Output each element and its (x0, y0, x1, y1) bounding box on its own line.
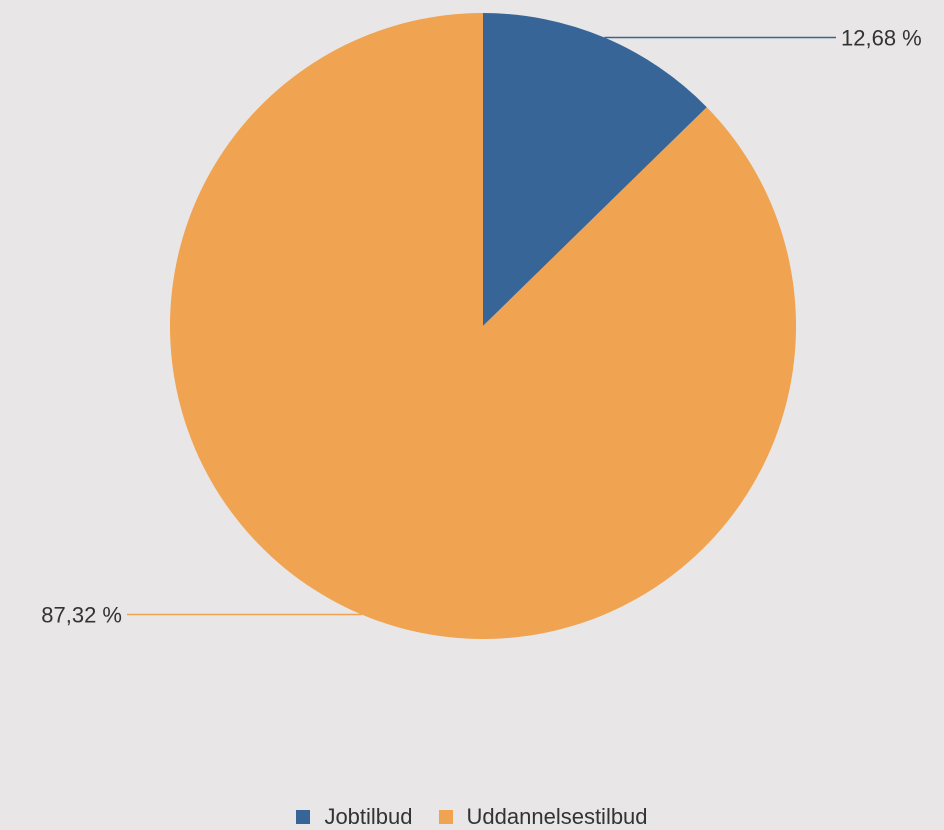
legend: Jobtilbud Uddannelsestilbud (0, 804, 944, 830)
pie-slices (170, 13, 797, 639)
legend-swatch-jobtilbud (296, 810, 311, 824)
legend-label-jobtilbud: Jobtilbud (324, 804, 413, 829)
legend-swatch-uddannelsestilbud (438, 810, 453, 824)
data-labels: 12,68 % 87,32 % (41, 26, 921, 628)
data-label-jobtilbud: 12,68 % (841, 26, 922, 51)
pie-slice-uddannelsestilbud[interactable] (170, 13, 797, 639)
legend-item-uddannelsestilbud[interactable]: Uddannelsestilbud (438, 804, 648, 830)
data-label-leaders (127, 36, 836, 616)
legend-label-uddannelsestilbud: Uddannelsestilbud (466, 804, 648, 829)
legend-item-jobtilbud[interactable]: Jobtilbud (296, 804, 413, 830)
pie-slice-jobtilbud[interactable] (483, 13, 707, 326)
data-label-uddannelsestilbud: 87,32 % (41, 602, 122, 627)
